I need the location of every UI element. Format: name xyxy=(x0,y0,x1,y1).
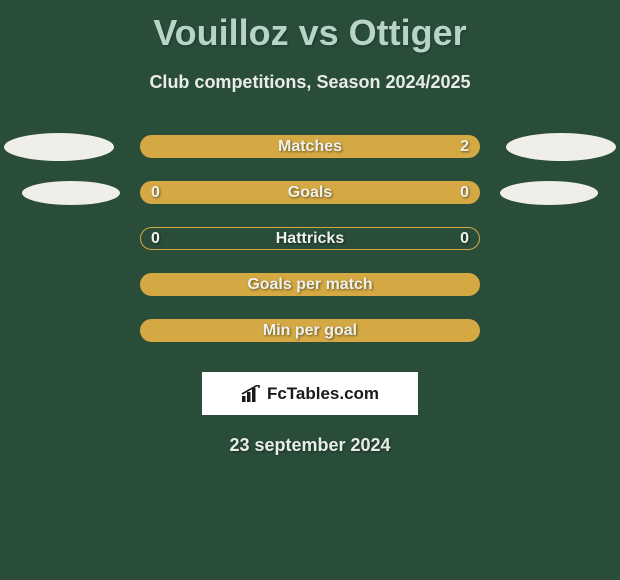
stat-label: Goals per match xyxy=(247,276,372,294)
stat-row: 0 Hattricks 0 xyxy=(0,227,620,250)
stat-bar-matches: Matches 2 xyxy=(140,135,480,158)
stat-label: Goals xyxy=(288,184,332,202)
subtitle: Club competitions, Season 2024/2025 xyxy=(0,72,620,93)
stat-right-value: 2 xyxy=(460,138,469,156)
stat-left-value: 0 xyxy=(151,184,160,202)
stat-label: Hattricks xyxy=(276,230,344,248)
stat-label: Min per goal xyxy=(263,322,357,340)
bar-chart-icon xyxy=(241,385,261,403)
stat-row: Min per goal xyxy=(0,319,620,342)
stat-left-value: 0 xyxy=(151,230,160,248)
source-logo: FcTables.com xyxy=(202,372,418,415)
stat-bar-mpg: Min per goal xyxy=(140,319,480,342)
stat-row: Matches 2 xyxy=(0,135,620,158)
stat-bar-goals: 0 Goals 0 xyxy=(140,181,480,204)
stat-bar-gpm: Goals per match xyxy=(140,273,480,296)
player-ellipse-left xyxy=(22,181,120,205)
page-title: Vouilloz vs Ottiger xyxy=(0,0,620,54)
logo-text: FcTables.com xyxy=(267,384,379,404)
stat-row: Goals per match xyxy=(0,273,620,296)
stat-right-value: 0 xyxy=(460,230,469,248)
player-ellipse-left xyxy=(4,133,114,161)
stat-bar-hattricks: 0 Hattricks 0 xyxy=(140,227,480,250)
stats-rows: Matches 2 0 Goals 0 0 Hattricks 0 Goals … xyxy=(0,135,620,342)
player-ellipse-right xyxy=(500,181,598,205)
player-ellipse-right xyxy=(506,133,616,161)
stat-label: Matches xyxy=(278,138,342,156)
stat-row: 0 Goals 0 xyxy=(0,181,620,204)
date-label: 23 september 2024 xyxy=(0,435,620,456)
stat-right-value: 0 xyxy=(460,184,469,202)
